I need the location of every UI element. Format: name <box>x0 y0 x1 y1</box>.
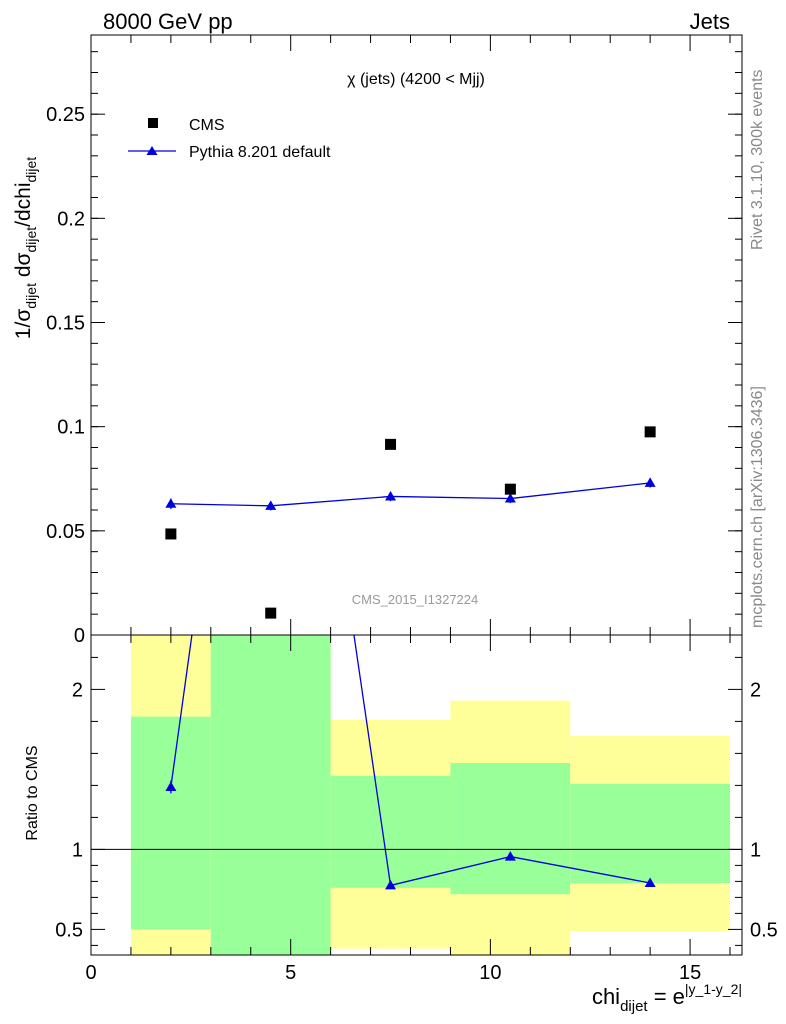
main-ytick-label: 0.15 <box>46 313 85 335</box>
xlabel-a-sub: dijet <box>620 998 648 1015</box>
legend: CMS Pythia 8.201 default <box>128 117 331 161</box>
main-pythia-point <box>644 477 656 487</box>
main-ytick-label: 0.1 <box>57 417 85 439</box>
ratio-band-inner <box>210 635 331 955</box>
ratio-pythia-point <box>504 851 516 861</box>
ratio-ytick-label-right: 0.5 <box>750 919 778 941</box>
main-ytick-label: 0.25 <box>46 104 85 126</box>
ratio-xtick-label: 5 <box>285 962 296 984</box>
ratio-x-axis: 0 5 10 15 <box>85 635 731 984</box>
ratio-ytick-label-right: 2 <box>750 679 761 701</box>
main-x-ticks <box>90 35 731 635</box>
main-ytick-label: 0.2 <box>57 208 85 230</box>
legend-cms-marker <box>148 118 158 128</box>
ratio-pythia-point <box>265 60 276 70</box>
ratio-ytick-label-left: 1 <box>72 839 83 861</box>
legend-pythia-marker <box>146 146 158 155</box>
ylabel-a-sub: dijet <box>23 283 39 309</box>
main-panel: CMS_2015_I1327224 χ (jets) (4200 < Mjj) … <box>12 34 743 647</box>
xlabel-a: chi <box>592 984 620 1009</box>
main-pythia-point <box>504 493 516 503</box>
ratio-ytick-label-left: 0.5 <box>55 919 83 941</box>
ratio-ylabel: Ratio to CMS <box>24 745 41 840</box>
main-cms-points <box>165 426 656 619</box>
ratio-pythia-points <box>165 60 656 890</box>
ylabel-b-sub: dijet <box>23 227 39 253</box>
main-ylabel: 1/σdijet dσdijet/dchidijet <box>12 157 39 339</box>
ratio-bands <box>130 635 731 955</box>
main-ytick-label: 0.05 <box>46 521 85 543</box>
rivet-label: Rivet 3.1.10, 300k events <box>749 69 766 250</box>
legend-pythia-label: Pythia 8.201 default <box>189 144 331 161</box>
ratio-band-inner <box>450 763 571 895</box>
header-left: 8000 GeV pp <box>103 9 233 34</box>
ratio-ytick-label-right: 1 <box>750 839 761 861</box>
watermark: CMS_2015_I1327224 <box>352 592 479 607</box>
main-pythia-point <box>265 500 277 510</box>
ratio-band-inner <box>330 775 451 888</box>
legend-cms-label: CMS <box>189 117 225 134</box>
main-pythia-point <box>165 498 177 508</box>
chart-title: χ (jets) (4200 < Mjj) <box>347 71 485 88</box>
main-pythia-line <box>170 482 651 507</box>
main-cms-point <box>265 607 277 619</box>
main-ytick-label: 0 <box>74 625 85 647</box>
xlabel-b-sup: |y_1-y_2| <box>685 981 742 997</box>
main-pythia-point <box>385 490 397 501</box>
header-right: Jets <box>690 9 730 34</box>
ratio-ytick-label-left: 2 <box>72 679 83 701</box>
xlabel-b: = e <box>648 984 685 1009</box>
ratio-xtick-label: 10 <box>479 962 501 984</box>
ratio-band-inner <box>570 783 731 883</box>
main-cms-point <box>165 528 177 540</box>
ratio-y-axis: 0.5 0.5 1 1 2 2 <box>55 656 778 946</box>
ratio-pythia-point <box>644 877 656 887</box>
ratio-series-layer <box>165 60 656 890</box>
ylabel-c-sub: dijet <box>23 157 39 183</box>
ratio-pythia-point <box>165 781 177 791</box>
ratio-xlabel: chidijet = e|y_1-y_2| <box>592 981 742 1015</box>
main-y-axis: 0 0.05 0.1 0.15 0.2 0.25 <box>46 51 742 647</box>
ratio-panel: 0.5 0.5 1 1 2 2 0 5 10 15 Ratio to CMS chidijet … <box>24 60 778 1015</box>
ratio-xtick-label: 0 <box>85 962 96 984</box>
main-cms-point <box>504 483 516 495</box>
ylabel-a: 1/σ <box>12 309 35 340</box>
ratio-pythia-point <box>385 879 397 890</box>
main-series-layer <box>165 426 656 619</box>
main-cms-point <box>385 438 397 450</box>
ratio-band-inner <box>130 716 211 930</box>
main-pythia-points <box>165 477 656 511</box>
ylabel-b: dσ <box>12 253 35 284</box>
main-cms-point <box>644 426 656 438</box>
ratio-xtick-label: 15 <box>679 962 701 984</box>
ylabel-c: /dchi <box>12 182 35 226</box>
mcplots-label: mcplots.cern.ch [arXiv:1306.3436] <box>749 386 766 628</box>
ratio-plot-frame <box>90 634 743 956</box>
